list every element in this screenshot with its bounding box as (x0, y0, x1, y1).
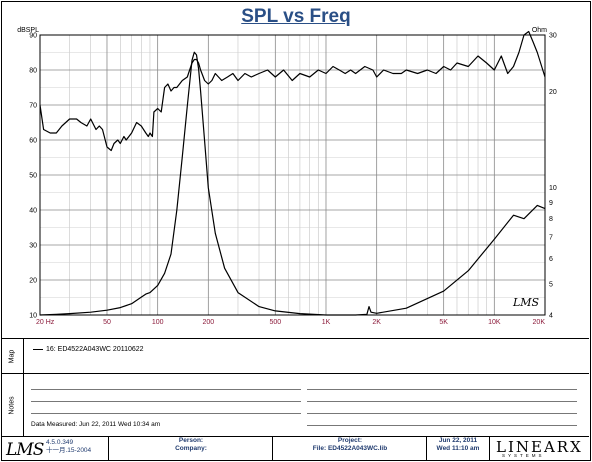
left-tick-label: 80 (29, 68, 37, 75)
footer-time: Wed 11:10 am (436, 445, 480, 452)
notes-side-label: Notes (1, 374, 24, 436)
left-axis-label: dBSPL (17, 27, 39, 34)
x-tick-label: 20 Hz (36, 319, 55, 326)
x-tick-label: 5K (439, 319, 448, 326)
right-tick-label: 8 (549, 216, 553, 223)
date-cell: Jun 22, 2011 Wed 11:10 am (426, 437, 489, 460)
note-line (307, 401, 577, 402)
divider (1, 338, 589, 339)
right-axis-label: Ohm (532, 27, 547, 34)
linearx-logo: LINEARX (496, 438, 583, 456)
person-company-cell: Person: Company: (108, 437, 273, 460)
right-tick-label: 7 (549, 235, 553, 242)
right-tick-label: 9 (549, 200, 553, 207)
brand-cell (489, 437, 590, 460)
note-line (31, 401, 301, 402)
lms-watermark: LMS (512, 296, 540, 309)
x-tick-label: 200 (202, 319, 214, 326)
x-tick-label: 20K (533, 319, 546, 326)
company-label: Company: (175, 445, 207, 452)
left-tick-label: 20 (29, 278, 37, 285)
note-line (307, 413, 577, 414)
right-tick-label: 6 (549, 256, 553, 263)
linearx-sub: SYSTEMS (502, 453, 545, 458)
file-label: File: ED4522A043WC.lib (312, 445, 388, 452)
note-line (31, 389, 301, 390)
legend-text: 16: ED4522A043WC 20110622 (46, 346, 144, 353)
x-tick-label: 100 (152, 319, 164, 326)
note-line (31, 413, 301, 414)
left-tick-label: 90 (29, 33, 37, 40)
left-tick-label: 60 (29, 138, 37, 145)
project-label: Project: (337, 437, 363, 444)
person-label: Person: (178, 437, 204, 444)
legend-swatch (33, 348, 43, 350)
left-tick-label: 30 (29, 243, 37, 250)
version-date: 十一月.15-2004 (46, 447, 92, 454)
left-tick-label: 70 (29, 103, 37, 110)
left-tick-label: 50 (29, 173, 37, 180)
impedance-curve (39, 51, 546, 316)
left-tick-label: 10 (29, 313, 37, 320)
right-tick-label: 30 (549, 33, 557, 40)
note-line (307, 425, 577, 426)
right-tick-label: 20 (549, 89, 557, 96)
chart-title: SPL vs Freq (241, 6, 351, 27)
version-info: 4.5.0.349 十一月.15-2004 (46, 439, 91, 455)
right-tick-label: 10 (549, 185, 557, 192)
date-measured: Data Measured: Jun 22, 2011 Wed 10:34 am (31, 421, 161, 428)
x-tick-label: 50 (103, 319, 111, 326)
right-tick-label: 4 (549, 313, 553, 320)
x-tick-label: 10K (488, 319, 501, 326)
x-tick-label: 500 (269, 319, 281, 326)
x-tick-label: 2K (372, 319, 381, 326)
lms-logo: LMS (6, 440, 44, 460)
right-tick-label: 5 (549, 281, 553, 288)
divider (1, 373, 589, 374)
plot-border (39, 34, 546, 316)
left-tick-label: 40 (29, 208, 37, 215)
map-side-label: Map (1, 339, 24, 373)
divider (1, 436, 589, 437)
project-cell: Project: File: ED4522A043WC.lib (272, 437, 427, 460)
map-legend: 16: ED4522A043WC 20110622 (33, 346, 144, 353)
chart: 20 Hz 50 100 200 500 1K 2K 5K 10K 20K 10 20 30 40 50 60… (17, 27, 557, 326)
spl-curve (39, 30, 546, 152)
footer-date: Jun 22, 2011 (438, 437, 478, 444)
x-tick-label: 1K (322, 319, 331, 326)
note-line (307, 389, 577, 390)
version-number: 4.5.0.349 (46, 439, 74, 446)
